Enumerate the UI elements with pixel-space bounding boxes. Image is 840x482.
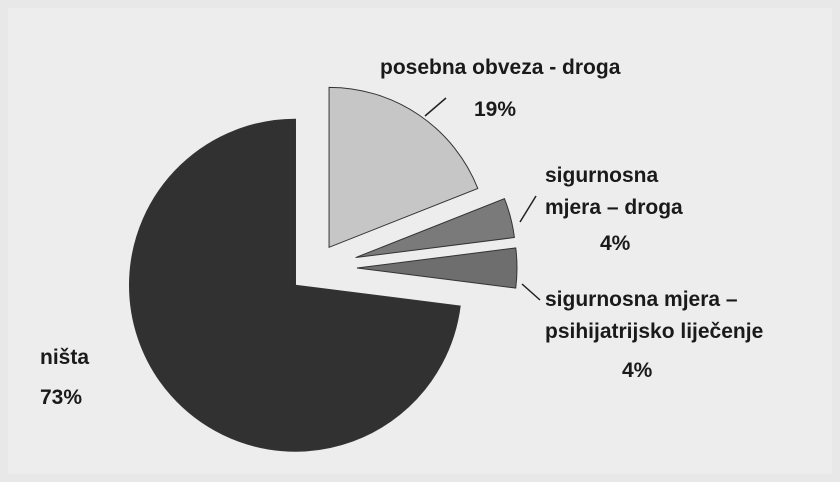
- slice-label: sigurnosna mjera – droga: [545, 164, 683, 219]
- leader-line: [521, 283, 541, 301]
- slice-label: sigurnosna mjera – psihijatrijsko liječe…: [545, 288, 764, 343]
- pie-slice: [356, 247, 518, 289]
- slice-value-label: 4%: [622, 359, 653, 382]
- pie-slice: [129, 118, 461, 452]
- slice-value-label: 73%: [40, 386, 83, 409]
- leader-lines: [424, 97, 541, 301]
- leader-line: [424, 97, 447, 117]
- slice-label: ništa: [40, 346, 90, 369]
- pie-slice: [355, 198, 515, 259]
- slice-value-label: 4%: [600, 232, 631, 255]
- leader-line: [519, 195, 537, 223]
- slice-label: posebna obveza - droga: [380, 56, 621, 79]
- slice-value-label: 19%: [474, 98, 517, 121]
- pie-slice: [328, 86, 479, 249]
